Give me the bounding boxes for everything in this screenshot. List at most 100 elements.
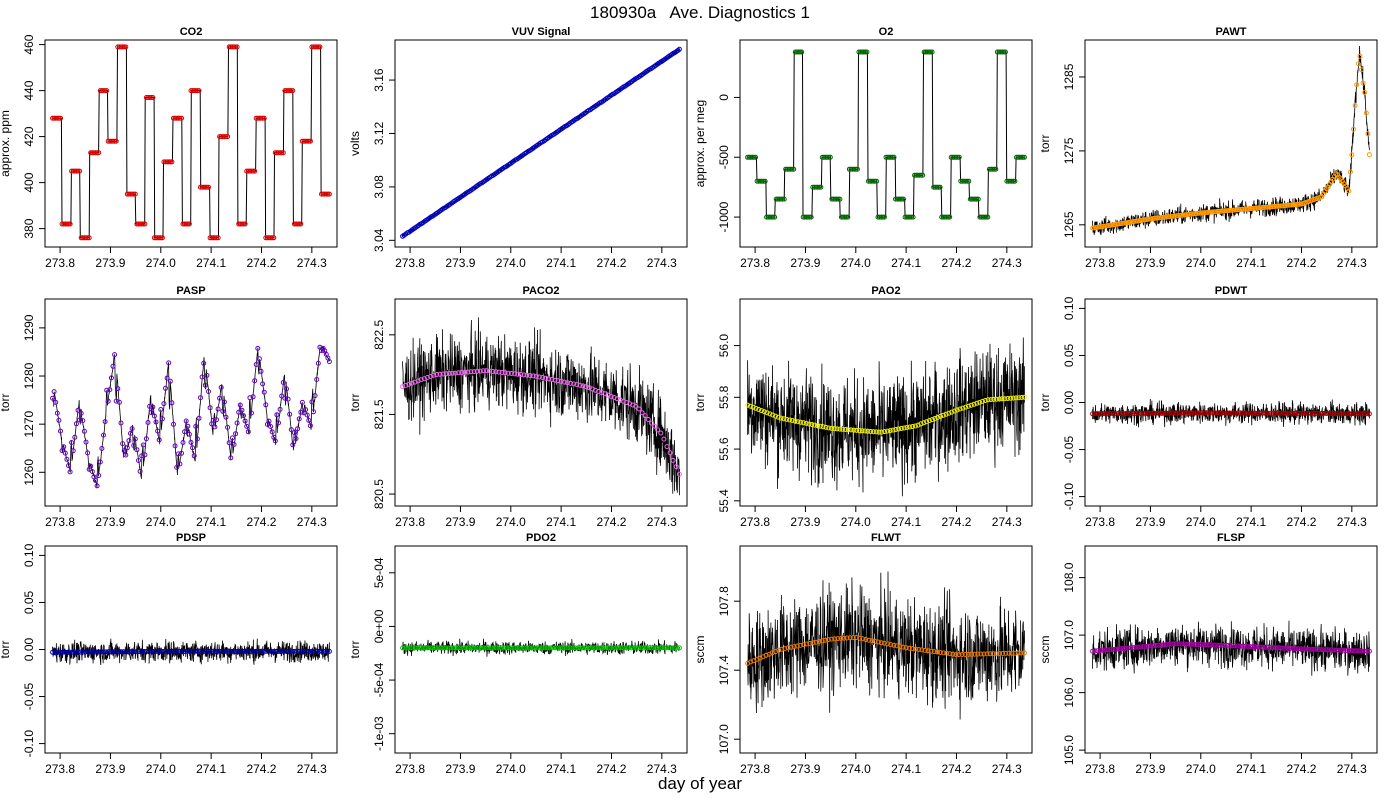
average-marker [243, 648, 249, 654]
x-tick-label: 274.2 [596, 256, 626, 270]
average-marker [792, 418, 798, 424]
average-marker [796, 49, 801, 55]
average-marker [247, 395, 253, 401]
average-marker [937, 184, 943, 190]
average-marker [1349, 648, 1355, 654]
average-marker [229, 44, 235, 50]
average-marker [405, 645, 411, 651]
average-marker [919, 647, 925, 653]
average-marker [260, 648, 266, 654]
average-marker [794, 643, 800, 649]
average-marker [288, 427, 294, 433]
average-marker [445, 645, 451, 651]
average-marker [309, 399, 315, 405]
average-marker [221, 399, 227, 405]
average-marker [767, 214, 773, 220]
average-marker [295, 426, 301, 432]
average-marker [291, 221, 297, 227]
y-tick-label: 55.4 [717, 489, 731, 513]
average-marker [770, 214, 776, 220]
average-marker [1357, 53, 1363, 59]
average-marker [1252, 644, 1258, 650]
plot-frame [739, 298, 1033, 507]
average-marker [258, 368, 264, 374]
y-tick-label: 107.0 [1062, 620, 1076, 650]
average-marker [223, 414, 229, 420]
plot-area [400, 638, 682, 657]
average-marker [649, 645, 654, 651]
average-marker [1002, 396, 1008, 402]
average-marker [812, 422, 818, 428]
average-marker [233, 431, 239, 437]
average-marker [1354, 82, 1360, 88]
y-tick-label: 380 [22, 218, 36, 238]
average-marker [1255, 410, 1261, 416]
average-marker [798, 419, 804, 425]
average-marker [108, 649, 114, 655]
x-tick-label: 273.9 [95, 515, 125, 529]
average-marker [975, 651, 981, 657]
average-marker [972, 196, 978, 202]
average-marker [1331, 647, 1337, 653]
average-marker [98, 649, 104, 655]
average-marker [658, 430, 664, 436]
average-marker [756, 178, 762, 184]
average-marker [1242, 643, 1248, 649]
average-marker [792, 49, 798, 55]
average-marker [80, 235, 86, 241]
average-marker [212, 424, 218, 430]
average-marker [944, 650, 950, 656]
average-marker [1206, 410, 1212, 416]
average-marker [131, 443, 137, 448]
x-tick-label: 274.3 [647, 256, 677, 270]
average-marker [185, 423, 191, 429]
average-marker [67, 649, 73, 655]
x-tick-label: 274.0 [841, 762, 871, 776]
average-marker [253, 115, 259, 121]
average-marker [226, 44, 232, 50]
average-marker [314, 648, 320, 654]
average-marker [430, 645, 436, 651]
average-marker [761, 178, 766, 184]
average-marker [240, 648, 246, 654]
average-marker [120, 441, 126, 447]
average-marker [580, 645, 586, 651]
average-marker [941, 650, 947, 656]
average-marker [838, 636, 844, 641]
average-marker [877, 214, 883, 220]
average-marker [805, 214, 811, 220]
average-marker [504, 645, 510, 651]
average-marker [674, 645, 680, 651]
average-marker [1196, 642, 1202, 648]
plot-frame [1084, 39, 1378, 248]
average-marker [99, 446, 105, 451]
average-marker [834, 196, 840, 202]
x-tick-label: 274.2 [1286, 762, 1316, 776]
average-marker [89, 469, 95, 474]
average-marker [304, 648, 310, 654]
average-marker [190, 445, 196, 451]
average-marker [50, 395, 56, 401]
average-marker [603, 645, 609, 651]
average-marker [139, 221, 145, 227]
average-marker [103, 649, 109, 655]
average-marker [175, 115, 181, 121]
average-marker [1166, 641, 1172, 647]
average-marker [851, 166, 857, 172]
average-marker [999, 49, 1005, 55]
average-marker [1176, 641, 1182, 647]
average-marker [304, 412, 310, 418]
average-marker [935, 414, 941, 420]
average-marker [1184, 641, 1189, 647]
average-marker [102, 88, 108, 94]
average-marker [999, 396, 1005, 402]
average-marker [244, 168, 250, 174]
average-marker [842, 427, 848, 432]
average-marker [128, 430, 133, 436]
average-marker [1288, 645, 1294, 651]
average-marker [509, 645, 515, 651]
average-marker [508, 371, 514, 376]
average-marker [823, 424, 829, 430]
average-marker [1360, 80, 1366, 86]
average-marker [1227, 643, 1233, 649]
